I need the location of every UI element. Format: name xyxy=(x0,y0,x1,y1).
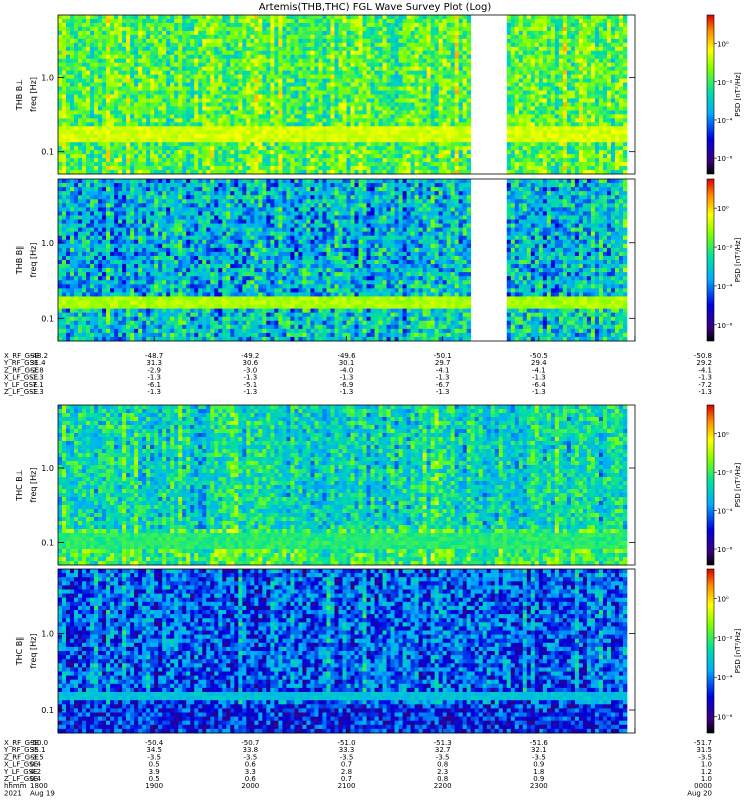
spectrogram-panels: 1.0 0.1 THB B⊥ freq [Hz] 10⁰ 10⁻² 10⁻⁴ 10⁻⁶ PSD … xyxy=(15,15,742,733)
colorbar-tick-label: 10⁻⁶ xyxy=(717,322,733,330)
panel-label: THB B⊥ xyxy=(15,79,24,111)
colorbar-label: PSD [nT²/Hz] xyxy=(734,237,742,282)
y-tick-label: 1.0 xyxy=(41,464,54,473)
colorbar-tick-label: 10⁻⁶ xyxy=(717,155,733,163)
ephem-value: -1.3 xyxy=(698,388,712,396)
ephem-value: 1900 xyxy=(145,782,163,790)
ephem-value: -1.3 xyxy=(30,388,44,396)
panel-thc-bpar: 1.0 0.1 THC B∥ freq [Hz] 10⁰ 10⁻² 10⁻⁴ 10⁻⁶ PSD … xyxy=(15,569,742,733)
spectrogram-thb-bperp xyxy=(58,15,627,174)
ephemeris-table-bottom: X_RF_GSEY_RF_GSEZ_RF_GSEX_LF_GSEY_LF_GSE… xyxy=(3,739,712,797)
ephem-value: -1.3 xyxy=(147,388,161,396)
colorbar xyxy=(707,569,714,733)
ephem-value: 2000 xyxy=(241,782,259,790)
ephem-value: 2100 xyxy=(338,782,356,790)
ephem-value: -1.3 xyxy=(243,388,257,396)
figure-title: Artemis(THB,THC) FGL Wave Survey Plot (L… xyxy=(259,2,492,13)
ephem-value: Aug 20 xyxy=(687,789,712,797)
ephemeris-table-top: X_RF_GSEY_RF_GSEZ_RF_GSEX_LF_GSEY_LF_GSE… xyxy=(3,352,712,396)
y-axis-label: freq [Hz] xyxy=(29,243,38,278)
y-tick-label: 1.0 xyxy=(41,239,54,248)
panel-thb-bpar: 1.0 0.1 THB B∥ freq [Hz] 10⁰ 10⁻² 10⁻⁴ 10⁻⁶ PSD … xyxy=(15,179,742,341)
colorbar-tick-label: 10⁻⁶ xyxy=(717,546,733,554)
y-axis-label: freq [Hz] xyxy=(29,468,38,503)
colorbar-tick-label: 10⁻⁴ xyxy=(717,674,733,682)
colorbar-tick-label: 10⁻² xyxy=(717,469,733,477)
panel-label: THB B∥ xyxy=(15,246,24,275)
spectrogram-thb-bpar xyxy=(58,179,627,341)
colorbar-tick-label: 10⁻² xyxy=(717,79,733,87)
y-tick-label: 1.0 xyxy=(41,630,54,639)
panel-label: THC B∥ xyxy=(15,637,24,667)
spectrogram-thc-bpar xyxy=(58,569,627,733)
ephem-value: -1.3 xyxy=(340,388,354,396)
colorbar xyxy=(707,405,714,565)
panel-thc-bperp: 1.0 0.1 THC B⊥ freq [Hz] 10⁰ 10⁻² 10⁻⁴ 10⁻⁶ PSD … xyxy=(15,405,742,565)
colorbar-tick-label: 10⁻⁴ xyxy=(717,508,733,516)
ephem-value: Aug 19 xyxy=(30,789,55,797)
colorbar xyxy=(707,179,714,341)
panel-label: THC B⊥ xyxy=(15,469,24,502)
colorbar-label: PSD [nT²/Hz] xyxy=(734,72,742,117)
ephem-value: 2200 xyxy=(434,782,452,790)
ephem-value: 2300 xyxy=(530,782,548,790)
ephem-row-label: 2021 xyxy=(4,789,22,797)
colorbar-tick-label: 10⁻² xyxy=(717,635,733,643)
colorbar-tick-label: 10⁻⁴ xyxy=(717,117,733,125)
ephem-value: -1.3 xyxy=(532,388,546,396)
spectrogram-thc-bperp xyxy=(58,405,627,565)
colorbar-tick-label: 10⁻⁴ xyxy=(717,283,733,291)
colorbar-label: PSD [nT²/Hz] xyxy=(734,628,742,673)
y-tick-label: 1.0 xyxy=(41,74,54,83)
y-tick-label: 0.1 xyxy=(41,314,54,323)
ephem-value: -1.3 xyxy=(436,388,450,396)
colorbar xyxy=(707,15,714,174)
y-tick-label: 0.1 xyxy=(41,706,54,715)
colorbar-tick-label: 10⁻⁶ xyxy=(717,714,733,722)
y-tick-label: 0.1 xyxy=(41,539,54,548)
colorbar-tick-label: 10⁰ xyxy=(717,205,729,213)
colorbar-tick-label: 10⁰ xyxy=(717,431,729,439)
y-axis-label: freq [Hz] xyxy=(29,634,38,669)
colorbar-label: PSD [nT²/Hz] xyxy=(734,462,742,507)
colorbar-tick-label: 10⁻² xyxy=(717,244,733,252)
colorbar-tick-label: 10⁰ xyxy=(717,596,729,604)
y-tick-label: 0.1 xyxy=(41,148,54,157)
colorbar-tick-label: 10⁰ xyxy=(717,41,729,49)
y-axis-label: freq [Hz] xyxy=(29,77,38,112)
panel-thb-bperp: 1.0 0.1 THB B⊥ freq [Hz] 10⁰ 10⁻² 10⁻⁴ 10⁻⁶ PSD … xyxy=(15,15,742,174)
